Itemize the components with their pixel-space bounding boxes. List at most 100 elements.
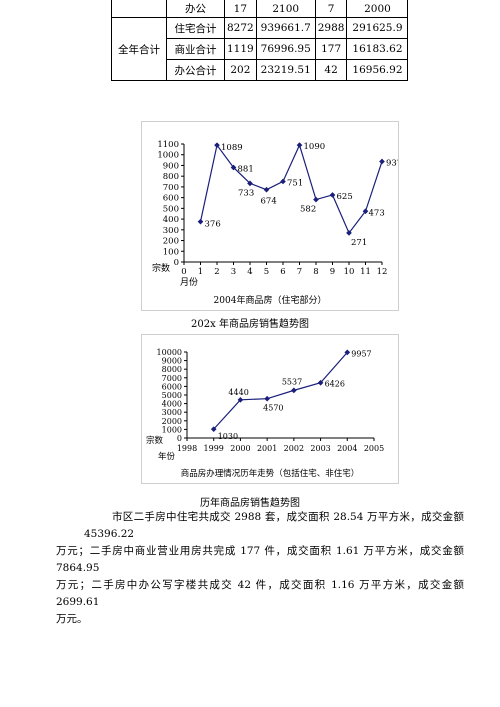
y-tick-label: 400 xyxy=(163,215,179,225)
data-label: 582 xyxy=(300,205,316,215)
series-line xyxy=(213,351,348,430)
data-point xyxy=(362,208,369,215)
table-cell: 7 xyxy=(314,0,348,18)
x-axis-label: 月份 xyxy=(180,276,198,288)
table-cell: 办公 xyxy=(166,0,225,18)
data-point xyxy=(214,142,220,149)
y-tick-label: 1100 xyxy=(157,140,179,150)
y-tick-label: 8000 xyxy=(162,365,182,374)
table-row: 全年合计 住宅合计 8272 939661.7 2988 291625.9 xyxy=(111,17,409,81)
data-label: 1030 xyxy=(218,432,238,441)
table-cell: 16956.92 xyxy=(346,59,409,81)
x-tick-label: 0 xyxy=(181,267,186,277)
y-axis-label: 宗数 xyxy=(146,435,164,446)
y-tick-label: 100 xyxy=(163,247,179,257)
x-tick-label: 2002 xyxy=(284,444,304,453)
data-label: 5537 xyxy=(282,377,302,386)
data-label: 473 xyxy=(369,208,385,218)
table-group-cell: 全年合计 xyxy=(111,17,167,81)
data-point xyxy=(329,192,336,198)
data-point xyxy=(210,426,217,432)
y-tick-label: 10000 xyxy=(157,348,182,357)
data-label: 6426 xyxy=(325,380,345,389)
data-label: 674 xyxy=(261,197,277,207)
y-tick-label: 800 xyxy=(163,172,179,182)
data-point xyxy=(379,158,385,165)
x-tick-label: 9 xyxy=(330,267,335,277)
y-axis-label: 宗数 xyxy=(152,262,170,274)
data-point xyxy=(346,230,352,236)
y-tick-label: 4000 xyxy=(162,400,182,409)
x-tick-label: 4 xyxy=(247,267,252,277)
x-tick-label: 8 xyxy=(313,267,318,277)
table-cell: 2988 xyxy=(314,17,348,39)
table-row: 商业合计 1119 76996.95 177 16183.62 xyxy=(112,38,409,60)
data-point xyxy=(313,196,319,203)
table-cell: 2100 xyxy=(255,0,316,18)
table-cell: 住宅合计 xyxy=(166,17,225,39)
data-point xyxy=(264,395,270,402)
y-tick-label: 0 xyxy=(174,258,179,268)
table-cell: 办公合计 xyxy=(166,59,225,81)
data-point xyxy=(291,387,297,394)
y-tick-label: 300 xyxy=(163,226,179,236)
x-axis-label: 年份 xyxy=(158,451,176,462)
data-label: 1089 xyxy=(221,143,243,153)
x-tick-label: 2 xyxy=(214,267,219,277)
y-tick-label: 6000 xyxy=(162,382,182,391)
y-tick-label: 200 xyxy=(163,237,179,247)
table-cell xyxy=(111,0,167,18)
x-tick-label: 11 xyxy=(360,267,371,277)
data-label: 625 xyxy=(337,192,353,202)
data-label: 9957 xyxy=(351,349,371,358)
data-point xyxy=(344,349,351,356)
x-tick-label: 2000 xyxy=(230,444,250,453)
x-tick-label: 7 xyxy=(297,267,302,277)
table-cell: 商业合计 xyxy=(166,38,225,60)
data-label: 1090 xyxy=(304,142,326,152)
y-tick-label: 1000 xyxy=(157,151,179,161)
data-point xyxy=(197,218,204,225)
y-tick-label: 0 xyxy=(177,434,182,443)
y-tick-label: 700 xyxy=(163,183,179,193)
data-point xyxy=(296,142,303,148)
x-tick-label: 5 xyxy=(264,267,269,277)
summary-table: 办公 17 2100 7 2000 全年合计 住宅合计 8272 939661.… xyxy=(111,0,409,81)
chart1-caption: 202x 年商品房销售趋势图 xyxy=(191,319,309,330)
paragraph-line: 万元；二手房中办公写字楼共成交 42 件，成交面积 1.16 万平方米，成交金额… xyxy=(56,579,464,608)
y-tick-label: 900 xyxy=(163,161,179,171)
table-cell: 939661.7 xyxy=(255,17,316,39)
table-cell: 17 xyxy=(224,0,257,18)
y-tick-label: 7000 xyxy=(162,374,182,383)
x-tick-label: 1998 xyxy=(177,444,197,453)
x-tick-label: 2005 xyxy=(364,444,384,453)
y-tick-label: 2000 xyxy=(162,417,182,426)
chart-title: 商品房办理情况历年走势（包括住宅、非住宅） xyxy=(181,468,360,479)
market-paragraph: 市区二手房中住宅共成交 2988 套，成交面积 28.54 万平方米，成交金额 … xyxy=(56,509,464,628)
table-cell: 23219.51 xyxy=(255,59,316,81)
table-cell: 177 xyxy=(314,38,348,60)
x-tick-label: 2004 xyxy=(337,444,357,453)
y-tick-label: 500 xyxy=(163,204,179,214)
paragraph-line: 万元。 xyxy=(56,613,88,625)
table-cell: 8272 xyxy=(224,17,257,39)
y-tick-label: 1000 xyxy=(162,425,182,434)
data-label: 4440 xyxy=(228,388,248,397)
paragraph-line: 万元；二手房中商业营业用房共完成 177 件，成交面积 1.61 万平方米，成交… xyxy=(56,545,464,574)
x-tick-label: 3 xyxy=(231,267,236,277)
x-tick-label: 6 xyxy=(280,267,285,277)
series-line xyxy=(199,143,383,235)
x-tick-label: 2001 xyxy=(257,444,277,453)
data-point xyxy=(263,186,270,193)
y-tick-label: 5000 xyxy=(162,391,182,400)
data-label: 733 xyxy=(238,188,254,198)
chart-title: 2004年商品房（住宅部分） xyxy=(214,294,327,306)
data-label: 271 xyxy=(351,238,367,248)
table-cell: 2000 xyxy=(346,0,409,18)
table-cell: 1119 xyxy=(224,38,257,60)
y-tick-label: 9000 xyxy=(162,357,182,366)
table-cell: 291625.9 xyxy=(346,17,409,39)
table-row: 办公 17 2100 7 2000 xyxy=(111,0,409,18)
data-point xyxy=(280,178,286,185)
y-tick-label: 600 xyxy=(163,194,179,204)
